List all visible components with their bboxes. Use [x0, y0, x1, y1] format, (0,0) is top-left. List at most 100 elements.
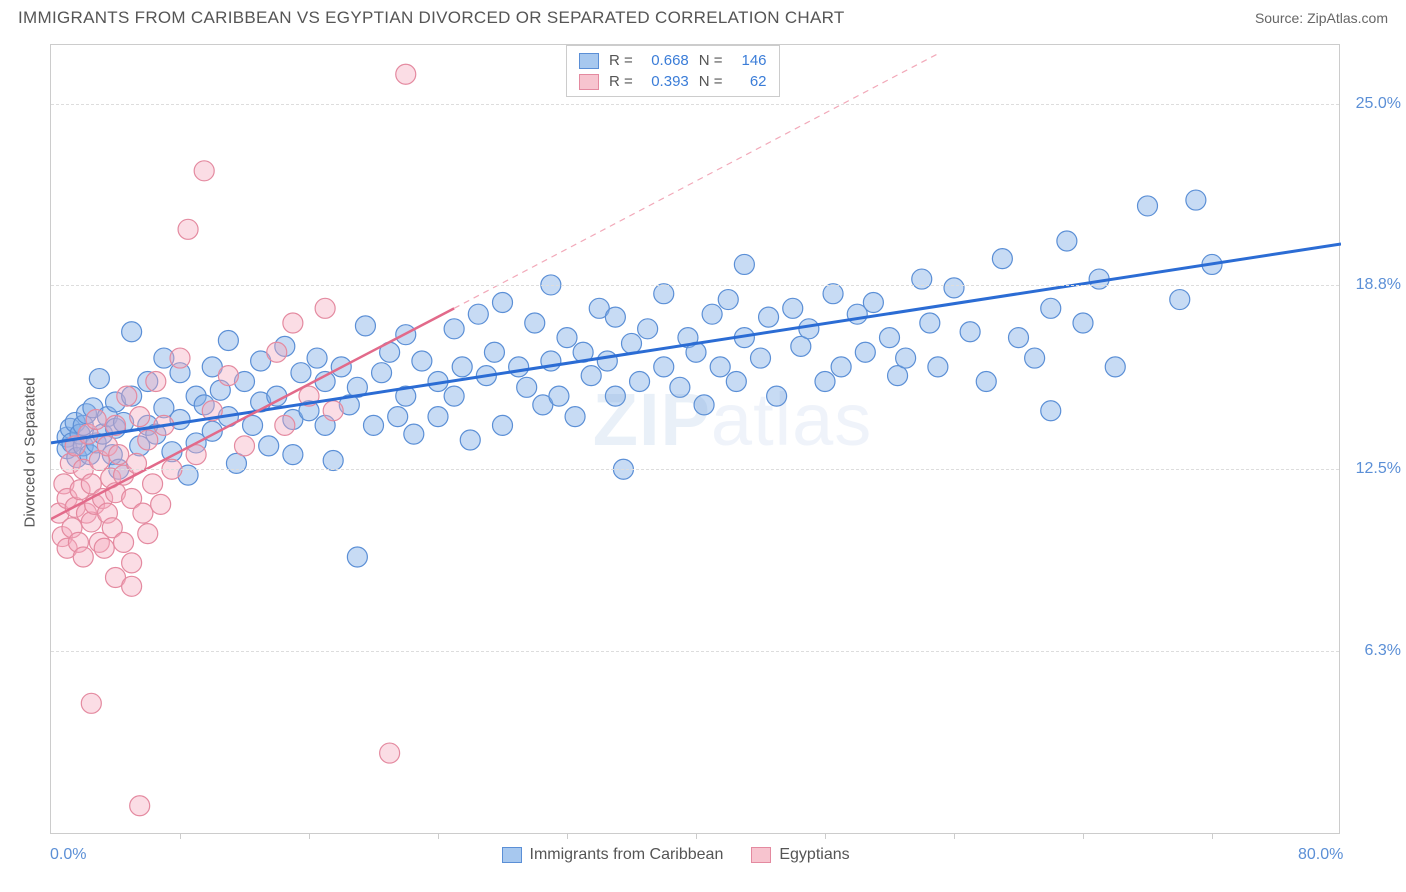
y-tick-label: 6.3% [1365, 642, 1401, 660]
data-point-caribbean [694, 395, 714, 415]
n-label: N = [699, 52, 723, 69]
data-point-caribbean [1041, 401, 1061, 421]
legend-item: Egyptians [751, 846, 849, 864]
x-tick [825, 833, 826, 839]
data-point-egyptian [143, 474, 163, 494]
data-point-caribbean [557, 328, 577, 348]
data-point-egyptian [109, 445, 129, 465]
data-point-egyptian [122, 576, 142, 596]
r-label: R = [609, 73, 633, 90]
data-point-caribbean [815, 371, 835, 391]
data-point-caribbean [347, 547, 367, 567]
r-value: 0.668 [643, 52, 689, 69]
data-point-caribbean [759, 307, 779, 327]
data-point-egyptian [380, 743, 400, 763]
data-point-caribbean [992, 249, 1012, 269]
y-tick-label: 18.8% [1356, 276, 1401, 294]
data-point-egyptian [81, 693, 101, 713]
data-point-caribbean [630, 371, 650, 391]
data-point-caribbean [767, 386, 787, 406]
n-value: 146 [733, 52, 767, 69]
data-point-caribbean [791, 336, 811, 356]
data-point-caribbean [960, 322, 980, 342]
data-point-egyptian [235, 436, 255, 456]
data-point-caribbean [372, 363, 392, 383]
data-point-caribbean [226, 453, 246, 473]
data-point-caribbean [718, 290, 738, 310]
data-point-caribbean [259, 436, 279, 456]
data-point-caribbean [122, 322, 142, 342]
legend-swatch [579, 53, 599, 69]
data-point-caribbean [888, 366, 908, 386]
data-point-caribbean [702, 304, 722, 324]
data-point-caribbean [920, 313, 940, 333]
data-point-caribbean [493, 292, 513, 312]
data-point-caribbean [605, 386, 625, 406]
data-point-caribbean [783, 298, 803, 318]
x-tick [1212, 833, 1213, 839]
n-label: N = [699, 73, 723, 90]
data-point-caribbean [1057, 231, 1077, 251]
data-point-caribbean [1105, 357, 1125, 377]
data-point-egyptian [122, 553, 142, 573]
data-point-caribbean [364, 415, 384, 435]
trend-line-caribbean [51, 244, 1341, 443]
data-point-caribbean [493, 415, 513, 435]
data-point-egyptian [146, 371, 166, 391]
data-point-egyptian [194, 161, 214, 181]
data-point-caribbean [1009, 328, 1029, 348]
data-point-caribbean [670, 377, 690, 397]
data-point-caribbean [1041, 298, 1061, 318]
data-point-caribbean [734, 254, 754, 274]
y-tick-label: 12.5% [1356, 460, 1401, 478]
data-point-caribbean [404, 424, 424, 444]
data-point-caribbean [638, 319, 658, 339]
data-point-egyptian [170, 348, 190, 368]
data-point-egyptian [275, 415, 295, 435]
data-point-caribbean [444, 319, 464, 339]
data-point-egyptian [315, 298, 335, 318]
data-point-caribbean [484, 342, 504, 362]
data-point-caribbean [452, 357, 472, 377]
data-point-caribbean [710, 357, 730, 377]
stats-row: R =0.393N =62 [567, 71, 779, 92]
data-point-caribbean [444, 386, 464, 406]
data-point-caribbean [944, 278, 964, 298]
series-legend: Immigrants from Caribbean Egyptians [502, 846, 850, 864]
data-point-egyptian [73, 547, 93, 567]
data-point-caribbean [654, 357, 674, 377]
legend-label: Egyptians [779, 846, 849, 864]
legend-swatch [502, 847, 522, 863]
data-point-caribbean [218, 331, 238, 351]
stats-legend: R =0.668N =146R =0.393N =62 [566, 45, 780, 97]
x-tick [954, 833, 955, 839]
x-tick [1083, 833, 1084, 839]
legend-label: Immigrants from Caribbean [530, 846, 724, 864]
grid-line [51, 469, 1339, 470]
data-point-caribbean [283, 445, 303, 465]
data-point-caribbean [928, 357, 948, 377]
data-point-egyptian [323, 401, 343, 421]
r-label: R = [609, 52, 633, 69]
data-point-caribbean [1073, 313, 1093, 333]
grid-line [51, 285, 1339, 286]
data-point-egyptian [130, 407, 150, 427]
data-point-caribbean [388, 407, 408, 427]
x-tick [696, 833, 697, 839]
x-tick [180, 833, 181, 839]
data-point-egyptian [138, 430, 158, 450]
data-point-caribbean [622, 333, 642, 353]
grid-line [51, 651, 1339, 652]
data-point-caribbean [912, 269, 932, 289]
data-point-egyptian [117, 386, 137, 406]
data-point-caribbean [855, 342, 875, 362]
x-axis-min-label: 0.0% [50, 846, 86, 864]
data-point-caribbean [89, 369, 109, 389]
data-point-egyptian [86, 410, 106, 430]
data-point-egyptian [130, 796, 150, 816]
n-value: 62 [733, 73, 767, 90]
data-point-egyptian [283, 313, 303, 333]
data-point-caribbean [831, 357, 851, 377]
data-point-caribbean [323, 450, 343, 470]
data-point-egyptian [396, 64, 416, 84]
